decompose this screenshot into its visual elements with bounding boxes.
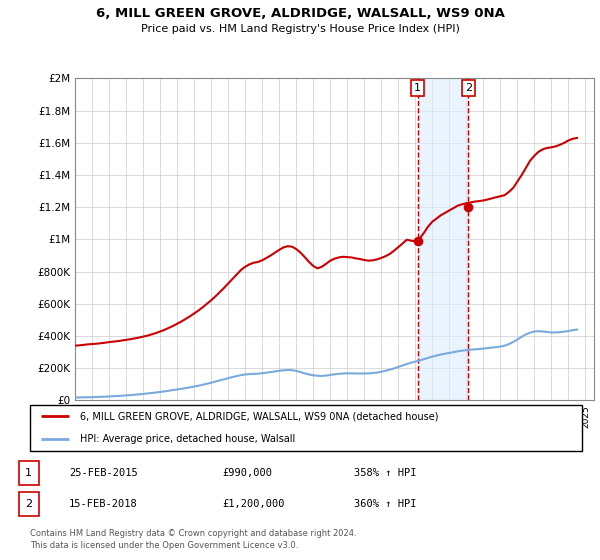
Text: HPI: Average price, detached house, Walsall: HPI: Average price, detached house, Wals… bbox=[80, 435, 295, 444]
Point bbox=[464, 203, 473, 212]
Text: 15-FEB-2018: 15-FEB-2018 bbox=[69, 499, 138, 509]
Text: Price paid vs. HM Land Registry's House Price Index (HPI): Price paid vs. HM Land Registry's House … bbox=[140, 24, 460, 34]
Text: 360% ↑ HPI: 360% ↑ HPI bbox=[354, 499, 416, 509]
Bar bbox=[418, 78, 469, 400]
Text: 1: 1 bbox=[414, 83, 421, 93]
Text: 1: 1 bbox=[25, 468, 32, 478]
Text: 358% ↑ HPI: 358% ↑ HPI bbox=[354, 468, 416, 478]
Text: 2: 2 bbox=[465, 83, 472, 93]
Text: £1,200,000: £1,200,000 bbox=[222, 499, 284, 509]
Text: 2: 2 bbox=[25, 499, 32, 509]
Text: £990,000: £990,000 bbox=[222, 468, 272, 478]
Text: 6, MILL GREEN GROVE, ALDRIDGE, WALSALL, WS9 0NA: 6, MILL GREEN GROVE, ALDRIDGE, WALSALL, … bbox=[95, 7, 505, 20]
Text: Contains HM Land Registry data © Crown copyright and database right 2024.
This d: Contains HM Land Registry data © Crown c… bbox=[30, 529, 356, 550]
Text: 25-FEB-2015: 25-FEB-2015 bbox=[69, 468, 138, 478]
Text: 6, MILL GREEN GROVE, ALDRIDGE, WALSALL, WS9 0NA (detached house): 6, MILL GREEN GROVE, ALDRIDGE, WALSALL, … bbox=[80, 412, 438, 421]
Point bbox=[413, 236, 422, 245]
